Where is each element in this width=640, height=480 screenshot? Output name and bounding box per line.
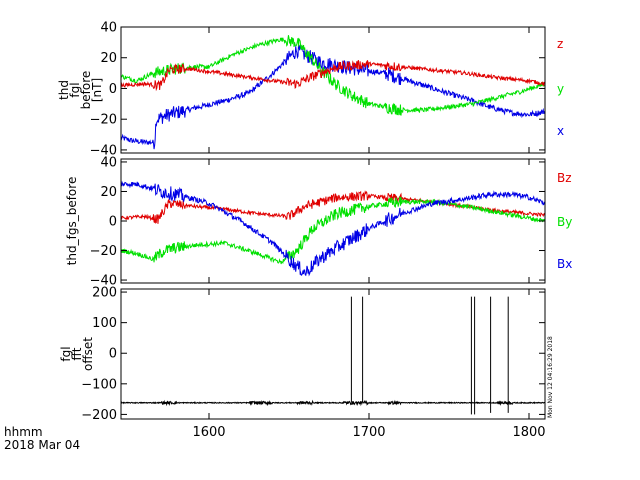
panel-frame-bottom	[120, 288, 546, 420]
ytick-label-bottom-0: 200	[92, 286, 117, 301]
ytick-label-top-4: −40	[90, 143, 117, 158]
series-x-line	[121, 43, 545, 150]
panel-frame-top	[120, 26, 546, 154]
ytick-label-middle-4: −40	[90, 274, 117, 289]
ytick-label-middle-3: −20	[90, 244, 117, 259]
ylabel-bottom-2: offset	[81, 337, 95, 371]
series-Bx-line	[121, 180, 545, 277]
series-By-line	[121, 196, 545, 265]
ytick-label-top-0: 40	[100, 21, 117, 36]
legend-y: y	[557, 82, 564, 96]
ytick-label-middle-1: 20	[100, 185, 117, 200]
series-z-line	[121, 59, 545, 92]
ytick-label-middle-2: 0	[109, 215, 117, 230]
footer-line2: 2018 Mar 04	[4, 438, 80, 452]
plot-area-bottom	[121, 296, 545, 415]
xtick-label-1: 1700	[352, 425, 385, 440]
ylabel-bottom-0: fgl	[59, 346, 73, 361]
timestamp-stamp: Mon Nov 12 04:16:29 2018	[547, 336, 554, 418]
ylabel-top-1: fgl	[68, 82, 82, 97]
xtick-label-2: 1800	[512, 425, 545, 440]
legend-x: x	[557, 124, 564, 138]
footer-line1: hhmm	[4, 425, 43, 439]
plot-area-middle	[121, 180, 545, 277]
series-offset-line	[121, 399, 545, 407]
ytick-label-bottom-3: −100	[81, 377, 117, 392]
ytick-label-top-2: 0	[109, 82, 117, 97]
ytick-label-bottom-4: −200	[81, 408, 117, 423]
panel-frame-middle	[120, 158, 546, 284]
ytick-label-middle-0: 40	[100, 155, 117, 170]
legend-z: z	[557, 37, 563, 51]
legend-By: By	[557, 215, 572, 229]
ylabel-middle-0: thd_fgs_before	[65, 177, 79, 266]
ytick-label-bottom-1: 100	[92, 316, 117, 331]
ylabel-top-2: before	[79, 71, 93, 110]
xtick-label-0: 1600	[192, 425, 225, 440]
plot-area-top	[121, 35, 545, 150]
ytick-label-top-3: −20	[90, 113, 117, 128]
panel-middle: 40 20 0 −20 −40 thd_fgs_before Bz By Bx	[65, 155, 572, 288]
ytick-label-bottom-2: 0	[109, 347, 117, 362]
legend-Bx: Bx	[557, 257, 572, 271]
ylabel-top-0: thd	[57, 80, 71, 100]
ytick-label-top-1: 20	[100, 51, 117, 66]
ylabel-top-3: [nT]	[90, 78, 104, 102]
ylabel-bottom-1: fft	[70, 347, 84, 360]
legend-Bz: Bz	[557, 171, 572, 185]
